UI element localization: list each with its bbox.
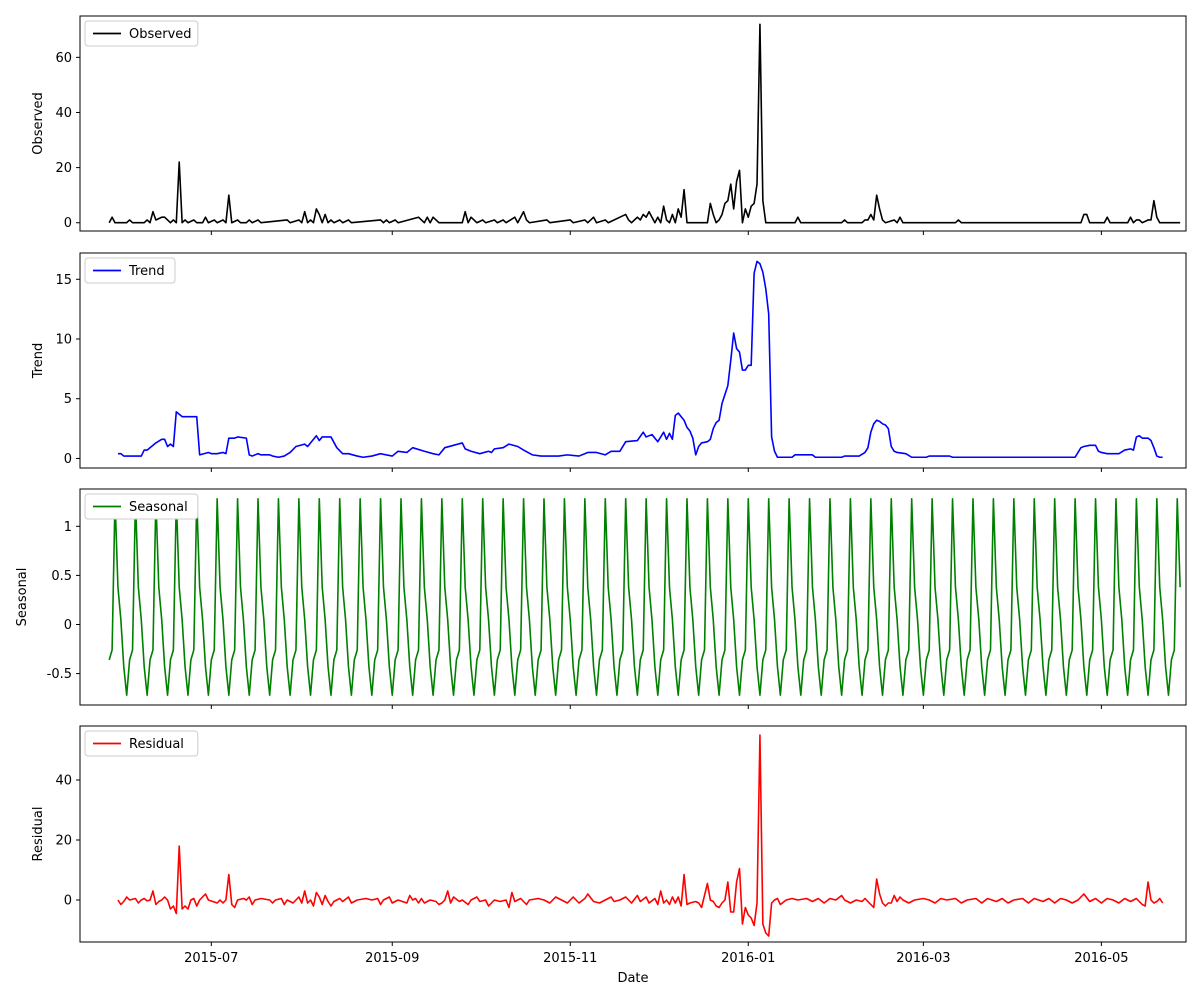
observed-ytick-label: 60 [55, 51, 72, 66]
residual-series-line [117, 734, 1164, 937]
residual-legend-label: Residual [129, 737, 184, 752]
observed-ytick-label: 0 [64, 216, 72, 231]
observed-legend-box [84, 20, 199, 47]
observed-ylabel: Observed [31, 92, 46, 155]
residual-ytick-label: 40 [55, 774, 72, 789]
seasonal-ytick-label: 1 [64, 520, 72, 535]
trend-ytick-label: 15 [55, 273, 72, 288]
observed-axes-frame [79, 15, 1187, 232]
xtick-label: 2015-07 [184, 951, 238, 966]
seasonal-ytick-label: 0.5 [51, 569, 72, 584]
seasonal-legend-label: Seasonal [129, 500, 188, 515]
trend-series-line [117, 260, 1163, 459]
seasonal-axes-frame [79, 488, 1187, 706]
trend-legend-label: Trend [128, 264, 165, 279]
seasonal-series-line [108, 498, 1181, 696]
seasonal-legend-box [84, 493, 199, 520]
x-axis-label: Date [617, 971, 648, 986]
residual-ylabel: Residual [31, 807, 46, 862]
xtick-label: 2016-05 [1074, 951, 1128, 966]
trend-ytick-label: 0 [64, 452, 72, 467]
trend-ylabel: Trend [31, 343, 46, 380]
xtick-label: 2016-01 [721, 951, 775, 966]
residual-legend-box [84, 730, 199, 757]
xtick-label: 2015-09 [365, 951, 419, 966]
seasonal-ytick-label: -0.5 [47, 667, 72, 682]
observed-ytick-label: 20 [55, 161, 72, 176]
residual-axes-frame [79, 725, 1187, 943]
trend-ytick-label: 5 [64, 392, 72, 407]
trend-legend-box [84, 257, 176, 284]
observed-legend-label: Observed [129, 27, 192, 42]
residual-ytick-label: 20 [55, 834, 72, 849]
residual-ytick-label: 0 [64, 894, 72, 909]
observed-ytick-label: 40 [55, 106, 72, 121]
xtick-label: 2015-11 [543, 951, 597, 966]
xtick-label: 2016-03 [896, 951, 950, 966]
seasonal-ytick-label: 0 [64, 618, 72, 633]
observed-series-line [108, 23, 1181, 224]
seasonal-ylabel: Seasonal [15, 568, 30, 627]
trend-ytick-label: 10 [55, 333, 72, 348]
trend-axes-frame [79, 252, 1187, 469]
